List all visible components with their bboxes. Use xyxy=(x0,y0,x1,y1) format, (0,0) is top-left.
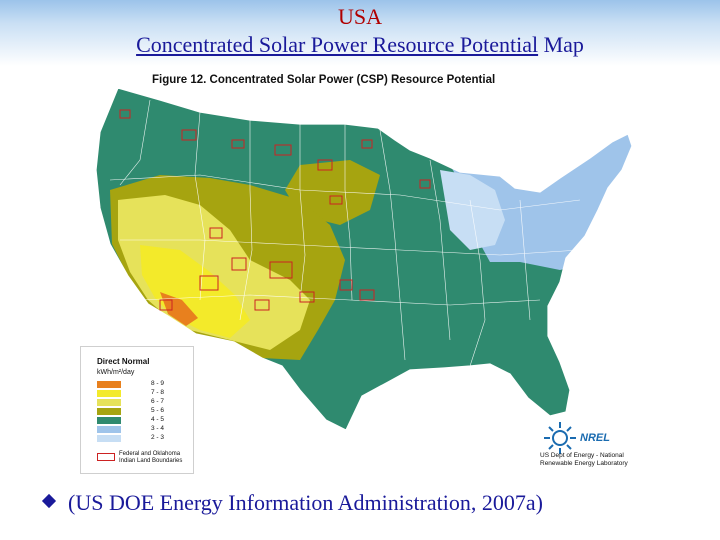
legend-swatch xyxy=(97,408,121,415)
credit-line-2: Renewable Energy Laboratory xyxy=(540,460,628,467)
legend-label: 7 - 8 xyxy=(151,389,165,396)
zone-2-3 xyxy=(440,170,505,250)
us-outline xyxy=(95,87,633,431)
legend-label: 2 - 3 xyxy=(151,434,165,441)
legend-row: 2 - 3 xyxy=(97,434,193,442)
legend-unit: kWh/m²/day xyxy=(97,369,135,376)
legend-label: 4 - 5 xyxy=(151,416,165,423)
legend-row: 7 - 8 xyxy=(97,389,193,397)
legend-row: 3 - 4 xyxy=(97,425,193,433)
legend-row: 4 - 5 xyxy=(97,416,193,424)
legend-swatch xyxy=(97,417,121,424)
legend-label: 3 - 4 xyxy=(151,425,165,432)
legend-row: 5 - 6 xyxy=(97,407,193,415)
slide-subtitle: Concentrated Solar Power Resource Potent… xyxy=(0,32,720,58)
subtitle-underlined: Concentrated Solar Power Resource Potent… xyxy=(136,32,539,57)
zone-6-7 xyxy=(118,195,310,350)
legend-swatch xyxy=(97,390,121,397)
legend-row: 6 - 7 xyxy=(97,398,193,406)
legend-label: 8 - 9 xyxy=(151,380,165,387)
nrel-logo: NREL xyxy=(540,420,610,461)
federal-land-boundaries xyxy=(119,109,431,311)
legend-title: Direct Normal xyxy=(97,357,150,366)
nrel-credit: US Dept of Energy - National Renewable E… xyxy=(540,452,670,468)
legend-swatch xyxy=(97,426,121,433)
slide-header xyxy=(0,0,720,66)
nrel-logo-text: NREL xyxy=(580,432,610,444)
subtitle-rest: Map xyxy=(538,32,584,57)
map-legend: Direct Normal kWh/m²/day 8 - 9 7 - 8 6 -… xyxy=(80,346,194,474)
slide-caption: (US DOE Energy Information Administratio… xyxy=(41,490,543,516)
nrel-sun-icon xyxy=(544,422,576,454)
land-boundary-swatch xyxy=(97,453,115,461)
state-boundaries xyxy=(109,99,581,367)
caption-text: (US DOE Energy Information Administratio… xyxy=(68,490,543,515)
legend-label: 5 - 6 xyxy=(151,407,165,414)
legend-swatch xyxy=(97,399,121,406)
zone-7-8 xyxy=(140,245,250,338)
legend-swatch xyxy=(97,381,121,388)
slide-title: USA xyxy=(337,4,382,29)
land-boundary-label: Federal and Oklahoma Indian Land Boundar… xyxy=(119,451,183,464)
figure-title: Figure 12. Concentrated Solar Power (CSP… xyxy=(152,74,496,86)
legend-label: 6 - 7 xyxy=(151,398,165,405)
legend-swatch xyxy=(97,435,121,442)
credit-line-1: US Dept of Energy - National xyxy=(540,452,624,459)
legend-row: 8 - 9 xyxy=(97,380,193,388)
bullet-diamond-icon xyxy=(41,493,57,509)
